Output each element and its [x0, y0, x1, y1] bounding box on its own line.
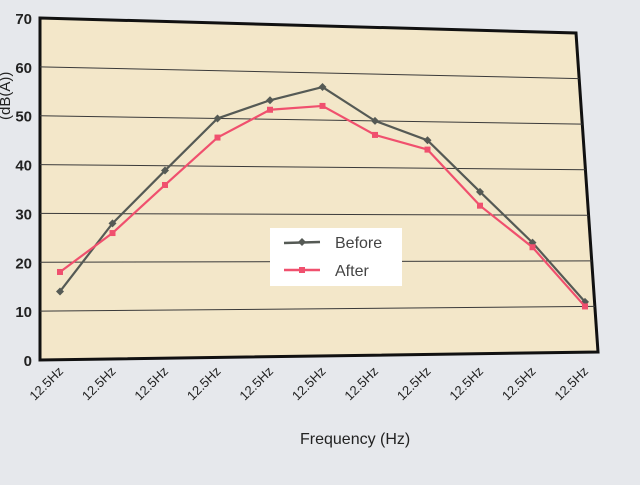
- x-tick-label: 12.5Hz: [551, 364, 591, 404]
- gridline: [39, 66, 580, 80]
- x-tick-label: 12.5Hz: [499, 364, 539, 404]
- y-tick-label: 0: [24, 353, 32, 370]
- data-point-before: [213, 114, 222, 123]
- gridline: [39, 164, 586, 171]
- legend-label-after: After: [335, 263, 369, 280]
- data-point-before: [476, 187, 484, 196]
- data-point-after: [162, 181, 168, 188]
- data-point-after: [319, 102, 326, 109]
- x-axis-tick-labels: 12.5Hz 12.5Hz 12.5Hz 12.5Hz 12.5Hz 12.5Hz 12.5…: [26, 364, 591, 404]
- data-point-before: [371, 116, 379, 125]
- data-point-after: [424, 146, 431, 153]
- gridline: [39, 212, 589, 216]
- y-tick-label: 70: [15, 11, 32, 28]
- data-point-before: [266, 96, 274, 105]
- gridline: [39, 115, 583, 125]
- data-point-after: [109, 230, 116, 237]
- y-tick-label: 30: [15, 206, 32, 223]
- y-axis-tick-labels: 0 10 20 30 40 50 60 70: [15, 11, 32, 370]
- data-point-after: [214, 134, 221, 141]
- gridline: [39, 305, 595, 312]
- x-tick-label: 12.5Hz: [79, 364, 119, 404]
- data-point-after: [57, 268, 63, 275]
- data-point-after: [477, 202, 483, 209]
- data-point-after: [529, 244, 536, 251]
- legend: Before After: [270, 228, 402, 286]
- x-tick-label: 12.5Hz: [26, 364, 66, 404]
- legend-label-before: Before: [335, 235, 382, 252]
- data-point-before: [318, 83, 327, 92]
- y-tick-label: 60: [15, 60, 32, 77]
- data-point-after: [372, 131, 378, 138]
- x-tick-label: 12.5Hz: [131, 364, 171, 404]
- legend-box: [270, 228, 402, 286]
- data-point-before: [108, 219, 117, 228]
- data-point-after: [267, 106, 273, 113]
- data-point-after: [582, 303, 588, 310]
- plot-area: [38, 16, 600, 362]
- x-axis-title: Frequency (Hz): [300, 431, 410, 448]
- x-tick-label: 12.5Hz: [236, 364, 276, 404]
- y-tick-label: 40: [15, 158, 32, 175]
- data-point-before: [161, 166, 169, 175]
- x-tick-label: 12.5Hz: [394, 364, 434, 404]
- legend-marker-before: [298, 238, 306, 246]
- x-tick-label: 12.5Hz: [289, 364, 329, 404]
- data-point-before: [56, 287, 64, 296]
- y-axis-title: (dB(A)): [0, 72, 14, 120]
- x-tick-label: 12.5Hz: [341, 364, 381, 404]
- series-lines: [56, 83, 589, 310]
- data-point-before: [423, 136, 432, 145]
- y-tick-label: 20: [15, 255, 32, 272]
- y-tick-label: 50: [15, 109, 32, 126]
- legend-marker-after: [299, 267, 305, 273]
- y-tick-label: 10: [15, 304, 32, 321]
- x-tick-label: 12.5Hz: [446, 364, 486, 404]
- x-tick-label: 12.5Hz: [184, 364, 224, 404]
